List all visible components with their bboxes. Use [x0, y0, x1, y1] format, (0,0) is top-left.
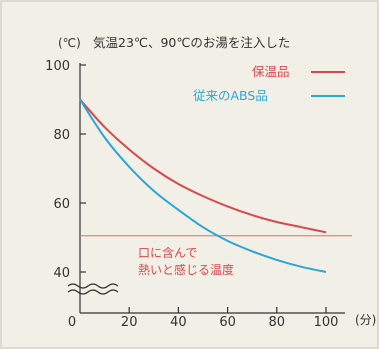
y-tick-label-40: 40: [53, 266, 70, 281]
reference-label-line-2: 熱いと感じる温度: [138, 262, 234, 277]
series-line-insulated: [79, 98, 327, 234]
x-tick-label-100: 100: [314, 315, 339, 330]
x-tick-label-20: 20: [121, 315, 138, 330]
y-axis-ticks: 40 60 80 100: [45, 59, 86, 281]
y-tick-label-100: 100: [45, 59, 70, 74]
x-tick-label-80: 80: [269, 315, 286, 330]
y-unit-label: (℃): [58, 36, 81, 50]
x-tick-label-0: 0: [68, 315, 76, 330]
x-tick-label-40: 40: [170, 315, 187, 330]
series-line-conventional-abs: [79, 98, 327, 273]
y-tick-label-60: 60: [53, 197, 70, 212]
legend-label-conventional-abs: 従来のABS品: [193, 88, 268, 103]
axis-break-icon: [67, 283, 119, 295]
chart-title: 気温23℃、90℃のお湯を注入した: [93, 35, 290, 50]
y-tick-label-80: 80: [53, 128, 70, 143]
x-axis-ticks: 0 20 40 60 80 100: [68, 307, 339, 330]
x-unit-label: (分): [355, 313, 376, 327]
x-tick-label-60: 60: [219, 315, 236, 330]
legend-label-insulated: 保温品: [252, 64, 290, 79]
legend: 保温品 従来のABS品: [193, 64, 345, 103]
reference-label-line-1: 口に含んで: [138, 245, 197, 260]
